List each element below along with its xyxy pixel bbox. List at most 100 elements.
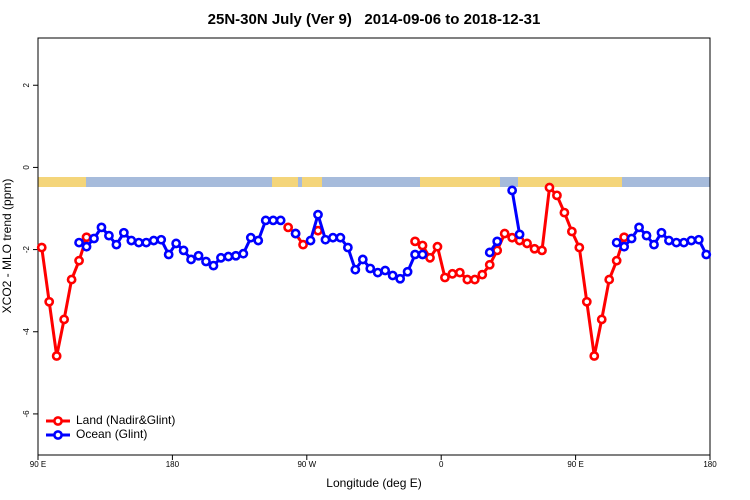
y-tick-label: 0 [22, 165, 31, 170]
legend-marker [53, 416, 63, 426]
x-tick-label: 180 [703, 460, 717, 469]
data-point [589, 351, 600, 361]
data-point [417, 240, 428, 251]
data-point [148, 235, 159, 246]
data-point [268, 215, 279, 226]
data-point [380, 265, 391, 276]
data-point [365, 263, 376, 274]
legend-marker [53, 430, 63, 440]
land-strip [518, 177, 622, 187]
data-point [89, 233, 99, 244]
data-point [74, 255, 84, 266]
land-strip [302, 177, 322, 187]
data-point [208, 260, 219, 271]
data-point [641, 230, 652, 241]
data-point [118, 227, 129, 238]
chart-title: 25N-30N July (Ver 9) 2014-09-06 to 2018-… [208, 11, 541, 28]
data-point [74, 237, 84, 248]
legend-label: Land (Nadir&Glint) [76, 413, 175, 427]
y-tick-label: -4 [22, 328, 31, 336]
data-point [357, 254, 368, 265]
legend: Land (Nadir&Glint)Ocean (Glint) [46, 413, 175, 441]
data-point [619, 232, 630, 243]
data-point [66, 274, 77, 285]
series-line [78, 190, 708, 281]
data-point [253, 235, 264, 246]
data-point [59, 314, 70, 325]
data-point [275, 215, 286, 226]
data-point [484, 247, 495, 258]
data-point [328, 232, 338, 243]
data-point [447, 268, 458, 279]
data-point [686, 235, 697, 246]
data-point [193, 250, 204, 261]
data-point [611, 255, 622, 266]
data-point [664, 235, 674, 246]
data-point [298, 239, 308, 250]
data-point [507, 185, 518, 196]
x-tick-label: 90 W [297, 460, 316, 469]
data-point [440, 272, 450, 283]
data-point [51, 351, 62, 361]
data-point [425, 252, 435, 263]
data-point [320, 234, 331, 245]
data-point [634, 222, 644, 233]
data-point [335, 232, 346, 243]
data-point [671, 237, 682, 248]
y-tick-label: -2 [22, 245, 31, 253]
data-point [313, 209, 323, 220]
data-point [201, 256, 211, 267]
data-point [678, 237, 689, 248]
data-point [163, 249, 174, 260]
data-point [596, 314, 607, 325]
data-point [395, 273, 406, 284]
data-point [81, 241, 92, 252]
data-point [604, 274, 615, 285]
data-point [141, 237, 152, 248]
data-point [402, 266, 413, 277]
data-point [701, 249, 712, 260]
land-strip [420, 177, 500, 187]
data-point [454, 267, 465, 278]
data-point [44, 296, 55, 307]
data-point [514, 229, 525, 240]
data-point [223, 251, 234, 262]
land-strip [272, 177, 298, 187]
data-point [462, 274, 473, 285]
data-point [410, 236, 420, 247]
data-point [178, 245, 189, 256]
data-point [305, 235, 316, 246]
data-point [186, 254, 196, 265]
data-point [387, 270, 398, 281]
y-tick-label: -6 [22, 410, 31, 418]
data-point [171, 238, 182, 249]
data-point [656, 227, 667, 238]
series-line [40, 186, 626, 358]
x-tick-label: 90 E [30, 460, 46, 469]
data-point [342, 242, 353, 253]
data-point [230, 250, 241, 261]
data-point [544, 182, 555, 193]
data-point [529, 243, 540, 254]
data-point [432, 241, 443, 252]
data-point [626, 233, 637, 244]
data-point [245, 232, 256, 243]
data-point [537, 245, 547, 256]
data-point [581, 296, 592, 307]
data-point [350, 264, 361, 275]
y-tick-label: 2 [22, 82, 31, 87]
data-point [410, 249, 420, 260]
data-point [522, 238, 532, 249]
data-point [507, 232, 518, 243]
data-point [552, 190, 562, 201]
data-point [484, 259, 495, 270]
data-point [611, 237, 622, 248]
data-point [492, 236, 503, 247]
data-point [290, 228, 301, 239]
data-point [469, 274, 480, 285]
data-point [111, 239, 122, 250]
x-tick-label: 0 [439, 460, 444, 469]
y-axis-label: XCO2 - MLO trend (ppm) [0, 179, 14, 314]
data-point [216, 252, 226, 263]
data-point [260, 215, 271, 226]
